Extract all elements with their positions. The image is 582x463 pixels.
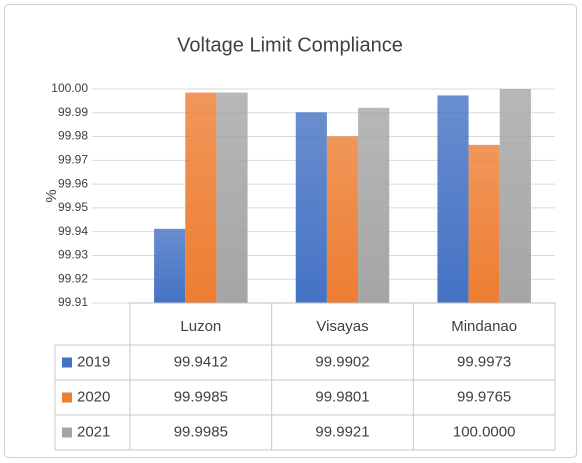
y-tick-label: 99.95 (58, 200, 88, 214)
table-value: 99.9985 (174, 388, 228, 405)
y-tick-label: 99.99 (58, 105, 88, 119)
legend-label: 2020 (77, 388, 110, 405)
table-value: 99.9412 (174, 353, 228, 370)
bar (216, 92, 248, 303)
y-tick-label: 100.00 (51, 81, 88, 95)
y-tick-label: 99.97 (58, 153, 88, 167)
x-tick-label: Luzon (180, 318, 221, 335)
y-tick-label: 99.92 (58, 271, 88, 285)
table-value: 100.0000 (453, 423, 516, 440)
legend-swatch (62, 427, 72, 438)
bar (326, 136, 359, 303)
legend-label: 2019 (77, 353, 110, 370)
bar (468, 144, 500, 303)
table-value: 99.9921 (315, 423, 369, 440)
chart-title: Voltage Limit Compliance (177, 34, 403, 56)
bar (154, 228, 186, 303)
bar (437, 95, 469, 303)
y-tick-label: 99.91 (58, 295, 88, 309)
legend-swatch (62, 392, 72, 403)
y-tick-label: 99.96 (58, 176, 88, 190)
legend-swatch (62, 357, 72, 368)
chart-frame (4, 4, 577, 458)
y-tick-label: 99.93 (58, 248, 88, 262)
bar (295, 112, 327, 304)
table-value: 99.9902 (315, 353, 369, 370)
y-tick-label: 99.98 (58, 129, 88, 143)
y-tick-label: 99.94 (58, 224, 88, 238)
table-value: 99.9801 (315, 388, 369, 405)
table-value: 99.9765 (457, 388, 511, 405)
bar (185, 92, 217, 303)
legend-label: 2021 (77, 423, 110, 440)
x-tick-label: Visayas (316, 318, 368, 335)
y-axis-label: % (43, 189, 60, 202)
table-value: 99.9985 (174, 423, 228, 440)
bar (358, 107, 390, 303)
bar (499, 89, 531, 303)
x-tick-label: Mindanao (451, 318, 517, 335)
table-value: 99.9973 (457, 353, 511, 370)
